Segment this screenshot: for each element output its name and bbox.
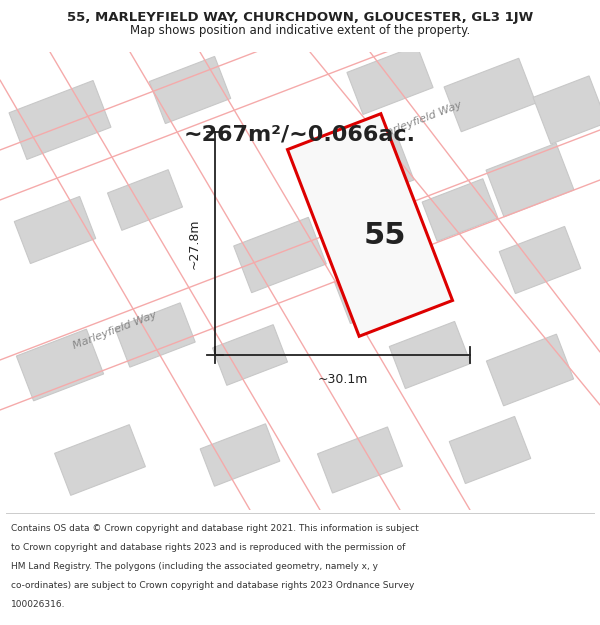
Text: HM Land Registry. The polygons (including the associated geometry, namely x, y: HM Land Registry. The polygons (includin…: [11, 562, 378, 571]
Polygon shape: [16, 329, 104, 401]
Polygon shape: [326, 133, 414, 207]
Text: Marleyfield Way: Marleyfield Way: [377, 99, 463, 141]
Polygon shape: [317, 427, 403, 493]
Polygon shape: [14, 196, 96, 264]
Polygon shape: [444, 58, 536, 132]
Text: 100026316.: 100026316.: [11, 600, 65, 609]
Polygon shape: [55, 424, 145, 496]
Polygon shape: [200, 424, 280, 486]
Polygon shape: [422, 179, 498, 241]
Polygon shape: [107, 169, 182, 231]
Polygon shape: [347, 46, 433, 114]
Polygon shape: [115, 303, 195, 367]
Text: Map shows position and indicative extent of the property.: Map shows position and indicative extent…: [130, 24, 470, 38]
Text: ~27.8m: ~27.8m: [188, 218, 201, 269]
Polygon shape: [487, 334, 574, 406]
Polygon shape: [334, 256, 416, 324]
Text: Marleyfield Way: Marleyfield Way: [71, 309, 158, 351]
Text: 55: 55: [364, 221, 406, 249]
Polygon shape: [499, 226, 581, 294]
Polygon shape: [149, 56, 231, 124]
Polygon shape: [449, 416, 531, 484]
Polygon shape: [233, 217, 326, 292]
Polygon shape: [287, 114, 452, 336]
Polygon shape: [533, 76, 600, 144]
Text: Contains OS data © Crown copyright and database right 2021. This information is : Contains OS data © Crown copyright and d…: [11, 524, 419, 532]
Polygon shape: [212, 324, 287, 386]
Text: to Crown copyright and database rights 2023 and is reproduced with the permissio: to Crown copyright and database rights 2…: [11, 542, 405, 552]
Polygon shape: [9, 81, 111, 159]
Polygon shape: [389, 321, 471, 389]
Text: ~267m²/~0.066ac.: ~267m²/~0.066ac.: [184, 125, 416, 145]
Text: 55, MARLEYFIELD WAY, CHURCHDOWN, GLOUCESTER, GL3 1JW: 55, MARLEYFIELD WAY, CHURCHDOWN, GLOUCES…: [67, 11, 533, 24]
Text: co-ordinates) are subject to Crown copyright and database rights 2023 Ordnance S: co-ordinates) are subject to Crown copyr…: [11, 581, 414, 590]
Polygon shape: [486, 143, 574, 217]
Text: ~30.1m: ~30.1m: [317, 373, 368, 386]
